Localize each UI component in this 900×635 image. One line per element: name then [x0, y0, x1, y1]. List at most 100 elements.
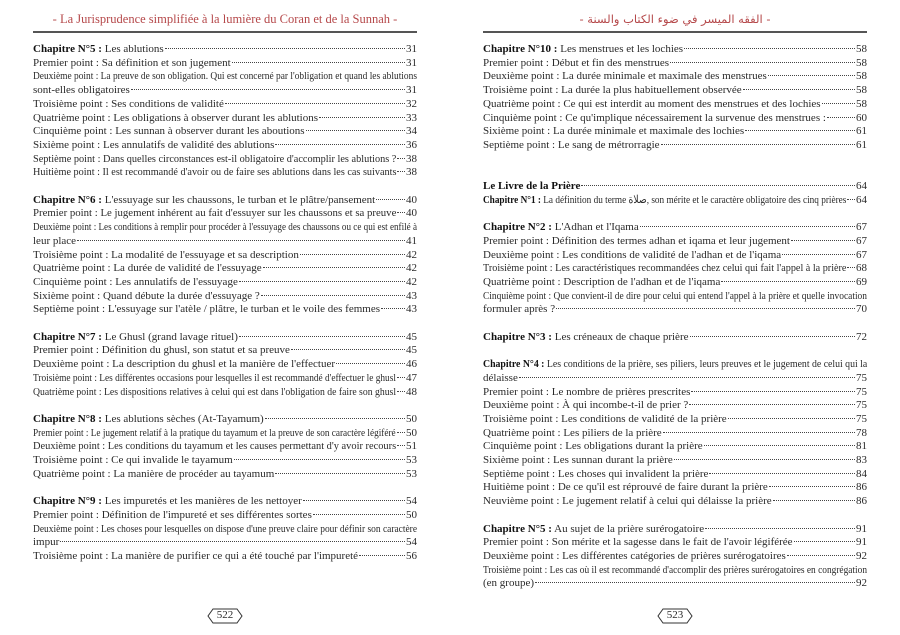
- toc-line: Neuvième point : Le jugement relatif à c…: [483, 495, 867, 509]
- dot-leader: [745, 130, 855, 132]
- chapter-label: Chapitre N°3 :: [483, 330, 552, 343]
- dot-leader: [556, 308, 855, 310]
- entry-text: Premier point : Son mérite et la sagesse…: [483, 536, 793, 549]
- page-ref: 60: [856, 111, 867, 124]
- page-ref: 72: [856, 330, 867, 343]
- entry-text: Les ablutions: [101, 43, 164, 55]
- toc-section: Chapitre N°2 : L'Adhan et l'Iqama 67 Premi…: [483, 221, 867, 317]
- entry-text: Quatrième point : La manière de procéder…: [33, 467, 275, 480]
- toc-line: Troisième point : Les conditions de vali…: [483, 413, 867, 427]
- dot-leader: [396, 376, 405, 378]
- dot-leader: [275, 472, 405, 474]
- toc-entry: Huitième point : Il est recommandé d'avo…: [33, 166, 417, 180]
- entry-text: Quatrième point : Description de l'adhan…: [483, 275, 721, 288]
- entry-title: Deuxième point : Les différentes catégor…: [483, 550, 786, 564]
- entry-title: Chapitre N°8 : Les ablutions sèches (At-…: [33, 413, 264, 427]
- dot-leader: [238, 280, 405, 282]
- entry-text: Quatrième point : La durée de validité d…: [33, 262, 262, 275]
- page-ref: 32: [406, 97, 417, 110]
- entry-text: Premier point : Sa définition et son jug…: [33, 56, 231, 69]
- dot-leader: [299, 253, 405, 255]
- page-ref: 54: [406, 536, 417, 549]
- dot-leader: [709, 472, 855, 474]
- toc-entry: Premier point : Définition de l'impureté…: [33, 509, 417, 523]
- toc-line: Troisième point : La modalité de l'essuy…: [33, 249, 417, 263]
- entry-text: Cinquième point : Les annulatifs de l'es…: [33, 275, 238, 288]
- entry-title: Premier point : Son mérite et la sagesse…: [483, 536, 793, 550]
- toc-line: Chapitre N°10 : Les menstrues et les loc…: [483, 43, 867, 57]
- dot-leader: [782, 253, 855, 255]
- page-ref: 86: [856, 481, 867, 494]
- dot-leader: [260, 294, 405, 296]
- toc-line: Chapitre N°8 : Les ablutions sèches (At-…: [33, 413, 417, 427]
- page-ref: 51: [406, 440, 417, 453]
- toc-line: Premier point : Début et fin des menstru…: [483, 57, 867, 71]
- entry-title: Troisième point : Ses conditions de vali…: [33, 98, 224, 112]
- entry-text: Troisième point : Les cas où il est reco…: [483, 563, 867, 576]
- page-ref: 36: [406, 138, 417, 151]
- entry-text: Sixième point : Les sunnan durant la pri…: [483, 454, 673, 467]
- page-ref: 67: [856, 234, 867, 247]
- entry-title: Premier point : Le jugement relatif à la…: [33, 427, 396, 441]
- entry-title: Troisième point : La modalité de l'essuy…: [33, 249, 299, 263]
- toc-entry: Le Livre de la Prière 64: [483, 180, 867, 194]
- page-ref: 42: [406, 262, 417, 275]
- entry-text: Les créneaux de chaque prière: [551, 330, 689, 343]
- entry-title: Sixième point : Les annulatifs de validi…: [33, 139, 274, 153]
- page-number-badge: 522: [207, 608, 243, 624]
- toc-line: Chapitre N°4 : Les conditions de la priè…: [483, 358, 867, 372]
- entry-title: Cinquième point : Ce qu'implique nécessa…: [483, 112, 826, 126]
- entry-title: Chapitre N°3 : Les créneaux de chaque pr…: [483, 331, 689, 345]
- entry-text: Troisième point : Les caractéristiques r…: [483, 262, 847, 275]
- toc-entry: Chapitre N°5 : Au sujet de la prière sur…: [483, 523, 867, 537]
- toc-entry: Sixième point : Les sunnan durant la pri…: [483, 454, 867, 468]
- page-ref: 92: [856, 549, 867, 562]
- entry-text-continued: (en groupe): [483, 577, 535, 590]
- toc-entry: Chapitre N°2 : L'Adhan et l'Iqama 67: [483, 221, 867, 235]
- toc-entry: Premier point : Définition des termes ad…: [483, 235, 867, 249]
- toc-entry: Troisième point : Ce qui invalide le tay…: [33, 454, 417, 468]
- toc-entry: Quatrième point : Ce qui est interdit au…: [483, 98, 867, 112]
- chapter-label: Chapitre N°1 :: [483, 193, 541, 206]
- page-ref: 42: [406, 248, 417, 261]
- toc-line: Quatrième point : Description de l'adhan…: [483, 276, 867, 290]
- toc-entry: Premier point : Définition du ghusl, son…: [33, 344, 417, 358]
- dot-leader: [60, 541, 405, 543]
- page-ref: 31: [406, 43, 417, 55]
- dot-leader: [847, 198, 855, 200]
- page-ref: 40: [406, 207, 417, 220]
- dot-leader: [768, 486, 855, 488]
- entry-title: Deuxième point : La durée minimale et ma…: [483, 70, 767, 84]
- toc-entry: Premier point : Début et fin des menstru…: [483, 57, 867, 71]
- toc-line: sont-elles obligatoires 31: [33, 84, 417, 98]
- toc-line: Premier point : Définition du ghusl, son…: [33, 344, 417, 358]
- entry-text: Premier point : Définition de l'impureté…: [33, 508, 312, 521]
- entry-title: Chapitre N°5 : Au sujet de la prière sur…: [483, 523, 704, 537]
- page-ref: 70: [856, 303, 867, 316]
- entry-text: L'Adhan et l'Iqama: [551, 221, 639, 234]
- dot-leader: [397, 212, 405, 214]
- entry-title: Huitième point : De ce qu'il est réprouv…: [483, 481, 768, 495]
- toc-entry: Troisième point : La durée la plus habit…: [483, 84, 867, 98]
- page-ref: 68: [856, 262, 867, 275]
- dot-leader: [264, 417, 405, 419]
- toc-line: Septième point : Les choses qui invalide…: [483, 468, 867, 482]
- toc-line: Quatrième point : Ce qui est interdit au…: [483, 98, 867, 112]
- page-ref: 64: [856, 193, 867, 206]
- entry-text-continued: impur: [33, 536, 60, 549]
- page-ref: 31: [406, 56, 417, 69]
- toc-line: Chapitre N°7 : Le Ghusl (grand lavage ri…: [33, 331, 417, 345]
- toc-line: formuler après ? 70: [483, 303, 867, 317]
- page-ref: 43: [406, 289, 417, 302]
- page-ref: 45: [406, 330, 417, 343]
- entry-text: Quatrième point : Les piliers de la priè…: [483, 426, 662, 439]
- toc-section: Chapitre N°3 : Les créneaux de chaque pr…: [483, 331, 867, 345]
- page-ref: 47: [406, 371, 417, 384]
- entry-title: Cinquième point : Les obligations durant…: [483, 440, 703, 454]
- dot-leader: [703, 445, 855, 447]
- page-ref: 86: [856, 495, 867, 508]
- toc-entry: Sixième point : La durée minimale et max…: [483, 125, 867, 139]
- entry-text: Quatrième point : Ce qui est interdit au…: [483, 97, 821, 110]
- toc-line: Chapitre N°2 : L'Adhan et l'Iqama 67: [483, 221, 867, 235]
- page-ref: 91: [856, 536, 867, 549]
